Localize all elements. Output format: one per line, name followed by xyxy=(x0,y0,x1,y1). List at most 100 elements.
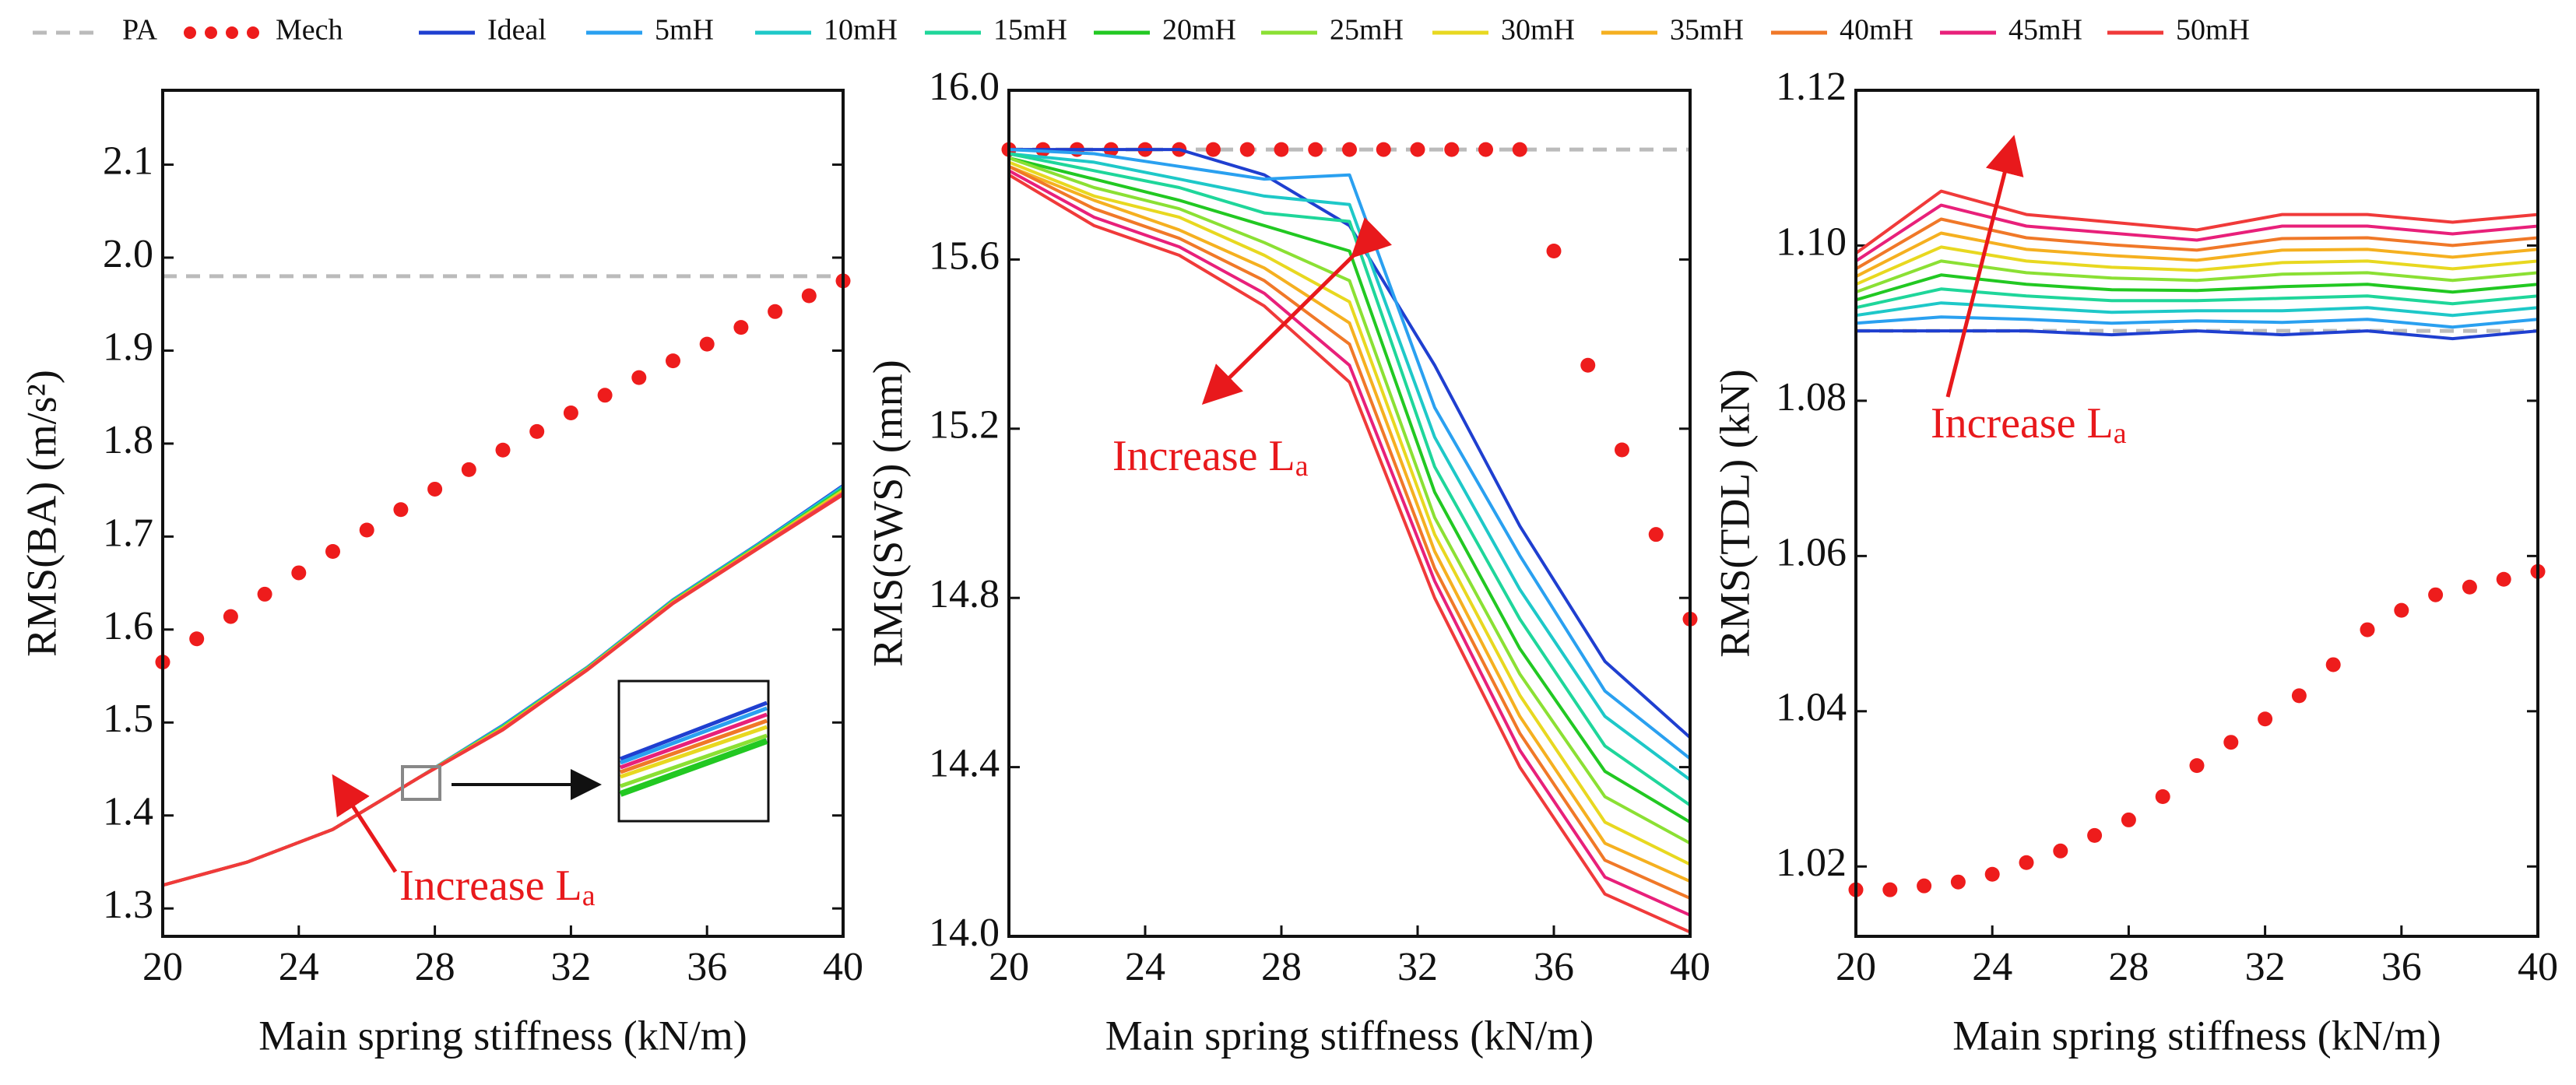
annotation: Increase La xyxy=(1931,399,2127,450)
series-line xyxy=(1008,152,1692,781)
mech-point xyxy=(2155,788,2170,804)
legend-label: 30mH xyxy=(1501,14,1575,47)
legend-label: 40mH xyxy=(1840,14,1914,47)
y-tick-label: 1.8 xyxy=(103,418,153,462)
annotation-sub: a xyxy=(582,880,596,912)
annotation-arrow xyxy=(332,774,398,873)
legend-label: 45mH xyxy=(2008,14,2082,47)
x-tick-label: 32 xyxy=(550,945,591,989)
mech-point xyxy=(699,336,715,352)
x-tick-label: 28 xyxy=(1261,945,1302,989)
y-axis-label: RMS(BA) (m/s²) xyxy=(18,370,65,657)
mech-point xyxy=(1546,244,1562,259)
y-tick-label: 1.02 xyxy=(1776,841,1847,885)
y-tick-label: 15.2 xyxy=(929,403,1000,448)
mech-point xyxy=(1882,882,1898,897)
x-tick-label: 24 xyxy=(1125,945,1165,989)
mech-point xyxy=(2019,855,2034,870)
mech-point xyxy=(801,288,817,304)
legend-label: 20mH xyxy=(1162,14,1236,47)
mech-point xyxy=(2428,587,2444,602)
y-tick-label: 1.9 xyxy=(103,325,153,369)
mech-point xyxy=(257,586,272,602)
mech-point xyxy=(733,320,749,335)
annotation-text: Increase L xyxy=(1931,399,2114,448)
legend-label: Mech xyxy=(276,14,343,47)
y-tick-label: 1.4 xyxy=(103,790,153,834)
mech-point xyxy=(223,609,238,624)
y-tick-label: 1.5 xyxy=(103,697,153,741)
mech-point xyxy=(2360,622,2375,637)
series-line xyxy=(1855,301,2539,318)
x-tick-label: 28 xyxy=(2108,945,2149,989)
y-tick-label: 1.10 xyxy=(1776,219,1847,264)
x-tick-label: 40 xyxy=(1670,945,1710,989)
legend-label: 50mH xyxy=(2176,14,2250,47)
series-line xyxy=(162,493,845,887)
legend-label: 25mH xyxy=(1330,14,1404,47)
series-line xyxy=(1008,148,1692,760)
mech-point xyxy=(2087,827,2103,843)
mech-point xyxy=(2189,758,2205,774)
x-tick-label: 40 xyxy=(2518,945,2558,989)
mech-point xyxy=(1478,142,1493,157)
mech-point xyxy=(2258,711,2273,727)
mech-point xyxy=(2394,602,2409,618)
series-line xyxy=(1855,273,2539,302)
mech-point xyxy=(1444,142,1460,157)
series-line xyxy=(1855,287,2539,310)
zoom-inset xyxy=(401,679,770,823)
series-line xyxy=(1008,165,1691,900)
annotation-sub: a xyxy=(2114,417,2127,450)
annotation: Increase La xyxy=(1112,432,1309,483)
mech-point xyxy=(1410,142,1425,157)
x-axis-label: Main spring stiffness (kN/m) xyxy=(1952,1012,2441,1059)
mech-point xyxy=(1239,142,1255,157)
x-tick-label: 36 xyxy=(1534,945,1574,989)
series-line xyxy=(1854,203,2539,263)
series-line xyxy=(1008,160,1691,866)
y-tick-label: 16.0 xyxy=(929,65,1000,109)
mech-point xyxy=(2496,571,2511,587)
y-tick-label: 1.3 xyxy=(103,883,153,927)
mech-point xyxy=(2291,688,2307,704)
x-tick-label: 24 xyxy=(1972,945,2012,989)
series-line xyxy=(1855,315,2539,329)
mech-point xyxy=(1512,142,1527,157)
y-tick-label: 1.12 xyxy=(1776,65,1847,109)
panel: 1.02 1.04 1.06 1.08 1.10 1.12 20 24 28 32 36 40 Main… xyxy=(1711,65,2558,1059)
x-axis-label: Main spring stiffness (kN/m) xyxy=(258,1012,747,1059)
y-tick-label: 1.08 xyxy=(1776,375,1847,420)
y-tick-label: 14.0 xyxy=(929,911,1000,955)
annotation-text: Increase L xyxy=(1112,432,1295,480)
y-tick-label: 14.4 xyxy=(929,742,1000,786)
mech-point xyxy=(2121,812,2136,827)
x-tick-label: 36 xyxy=(687,945,727,989)
annotation-text: Increase L xyxy=(399,862,582,910)
legend-label: 5mH xyxy=(655,14,714,47)
legend-label: PA xyxy=(122,14,158,47)
legend-marker xyxy=(205,26,217,39)
series-line xyxy=(1856,329,2539,341)
y-tick-label: 1.04 xyxy=(1776,686,1847,730)
x-tick-label: 20 xyxy=(989,945,1029,989)
mech-point xyxy=(1984,866,2000,882)
mech-point xyxy=(768,304,783,319)
mech-point xyxy=(529,423,545,439)
mech-point xyxy=(1206,142,1221,157)
y-tick-label: 1.06 xyxy=(1776,530,1847,574)
y-tick-label: 2.0 xyxy=(103,232,153,276)
x-axis-label: Main spring stiffness (kN/m) xyxy=(1105,1012,1594,1059)
plot-frame xyxy=(1854,89,2539,938)
mech-point xyxy=(1308,142,1323,157)
series-line xyxy=(1009,148,1692,739)
annotation-arrow xyxy=(1201,217,1393,406)
annotation-sub: a xyxy=(1295,450,1309,483)
mech-point xyxy=(597,388,613,403)
mech-point xyxy=(2053,843,2068,859)
x-tick-label: 40 xyxy=(823,945,863,989)
legend-marker xyxy=(184,26,196,39)
mech-point xyxy=(2325,657,2341,672)
mech-point xyxy=(2462,579,2477,595)
